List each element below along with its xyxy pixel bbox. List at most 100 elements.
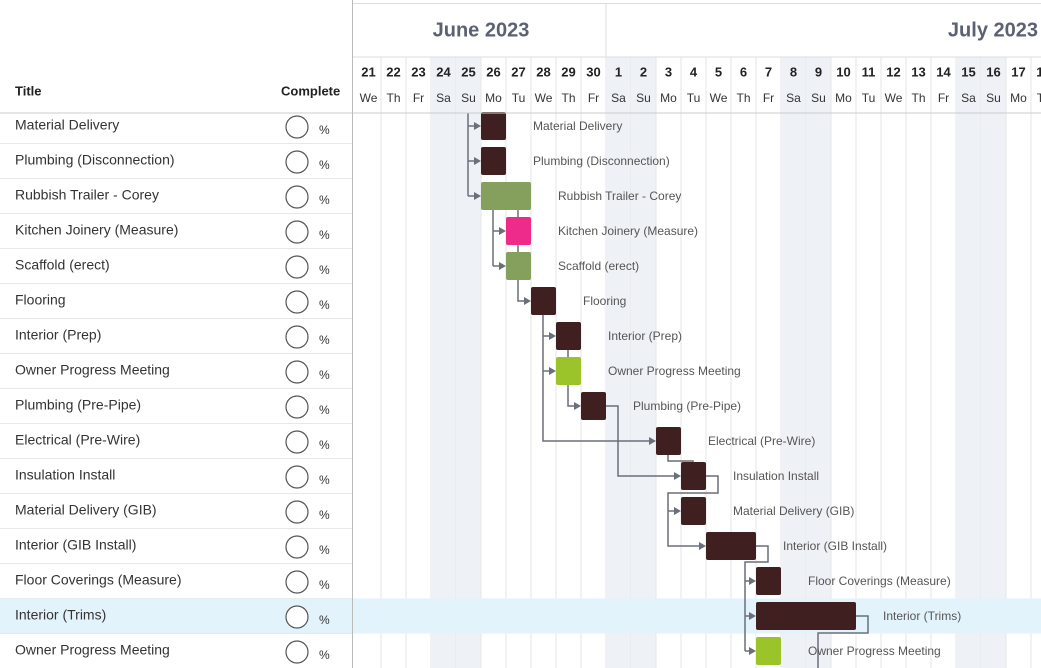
complete-input[interactable]: [285, 255, 309, 279]
day-number: 30: [586, 64, 600, 79]
percent-sign: %: [319, 578, 330, 592]
task-title[interactable]: Interior (GIB Install): [15, 537, 136, 553]
complete-input[interactable]: [285, 115, 309, 139]
percent-sign: %: [319, 123, 330, 137]
task-title[interactable]: Owner Progress Meeting: [15, 642, 170, 658]
complete-input[interactable]: [285, 430, 309, 454]
arrow-head: [549, 332, 556, 340]
complete-input[interactable]: [285, 465, 309, 489]
task-title[interactable]: Kitchen Joinery (Measure): [15, 222, 178, 238]
day-number: 3: [665, 64, 672, 79]
task-bar[interactable]: [581, 392, 606, 420]
dependency-link: [542, 315, 654, 442]
arrow-head: [649, 437, 656, 445]
complete-input[interactable]: [285, 640, 309, 664]
arrow-head: [549, 367, 556, 375]
weekday: Tu: [862, 91, 876, 105]
task-bar[interactable]: [756, 602, 856, 630]
task-bar[interactable]: [556, 322, 581, 350]
complete-input[interactable]: [285, 325, 309, 349]
complete-input[interactable]: [285, 150, 309, 174]
task-bar[interactable]: [706, 532, 756, 560]
weekday: Fr: [763, 91, 774, 105]
complete-input[interactable]: [285, 395, 309, 419]
task-bar[interactable]: [481, 182, 531, 210]
arrow-head: [699, 542, 706, 550]
percent-sign: %: [319, 333, 330, 347]
weekday: Tu: [687, 91, 701, 105]
arrow-head: [524, 297, 531, 305]
task-title[interactable]: Plumbing (Pre-Pipe): [15, 397, 141, 413]
day-number: 5: [715, 64, 722, 79]
complete-input[interactable]: [285, 220, 309, 244]
percent-sign: %: [319, 438, 330, 452]
complete-input[interactable]: [285, 500, 309, 524]
percent-sign: %: [319, 613, 330, 627]
bar-label: Floor Coverings (Measure): [808, 574, 951, 588]
arrow-head: [749, 612, 756, 620]
task-title[interactable]: Interior (Prep): [15, 327, 101, 343]
column-header[interactable]: Complete: [281, 83, 340, 98]
bar-label: Electrical (Pre-Wire): [708, 434, 815, 448]
task-title[interactable]: Material Delivery: [15, 117, 119, 133]
column-header[interactable]: Title: [15, 83, 42, 98]
task-title[interactable]: Owner Progress Meeting: [15, 362, 170, 378]
task-title[interactable]: Electrical (Pre-Wire): [15, 432, 140, 448]
percent-sign: %: [319, 298, 330, 312]
percent-sign: %: [319, 193, 330, 207]
weekday: Su: [986, 91, 1001, 105]
complete-input[interactable]: [285, 535, 309, 559]
arrow-head: [674, 507, 681, 515]
weekday: Fr: [588, 91, 599, 105]
weekend-column: [606, 57, 631, 668]
dependency-link: [667, 511, 704, 547]
day-number: 2: [640, 64, 647, 79]
task-bar[interactable]: [506, 217, 531, 245]
task-title[interactable]: Insulation Install: [15, 467, 115, 483]
percent-sign: %: [319, 543, 330, 557]
day-number: 27: [511, 64, 525, 79]
bar-label: Insulation Install: [733, 469, 819, 483]
day-number: 1: [615, 64, 622, 79]
task-bar[interactable]: [556, 357, 581, 385]
task-title[interactable]: Rubbish Trailer - Corey: [15, 187, 159, 203]
task-bar[interactable]: [681, 497, 706, 525]
task-bar[interactable]: [756, 567, 781, 595]
complete-input[interactable]: [285, 185, 309, 209]
percent-sign: %: [319, 403, 330, 417]
weekday: Tu: [1037, 91, 1041, 105]
arrow-head: [574, 402, 581, 410]
day-number: 15: [961, 64, 975, 79]
bar-label: Interior (Prep): [608, 329, 682, 343]
task-bar[interactable]: [481, 112, 506, 140]
task-title[interactable]: Scaffold (erect): [15, 257, 110, 273]
task-bar[interactable]: [481, 147, 506, 175]
task-title[interactable]: Plumbing (Disconnection): [15, 152, 175, 168]
task-title[interactable]: Interior (Trims): [15, 607, 106, 623]
complete-input[interactable]: [285, 290, 309, 314]
bar-label: Plumbing (Pre-Pipe): [633, 399, 741, 413]
weekday: We: [535, 91, 553, 105]
task-bar[interactable]: [656, 427, 681, 455]
day-number: 7: [765, 64, 772, 79]
day-number: 28: [536, 64, 550, 79]
task-bar[interactable]: [506, 252, 531, 280]
complete-input[interactable]: [285, 360, 309, 384]
complete-input[interactable]: [285, 570, 309, 594]
task-bar[interactable]: [756, 637, 781, 665]
weekday: Mo: [485, 91, 502, 105]
task-bar[interactable]: [681, 462, 706, 490]
weekday: Fr: [413, 91, 424, 105]
arrow-head: [749, 577, 756, 585]
month-label: July 2023: [948, 19, 1038, 41]
complete-input[interactable]: [285, 605, 309, 629]
weekday: Fr: [938, 91, 949, 105]
bar-label: Material Delivery (GIB): [733, 504, 854, 518]
day-number: 26: [486, 64, 500, 79]
task-title[interactable]: Floor Coverings (Measure): [15, 572, 182, 588]
task-title[interactable]: Flooring: [15, 292, 66, 308]
task-title[interactable]: Material Delivery (GIB): [15, 502, 157, 518]
weekday: Sa: [436, 91, 451, 105]
task-bar[interactable]: [531, 287, 556, 315]
